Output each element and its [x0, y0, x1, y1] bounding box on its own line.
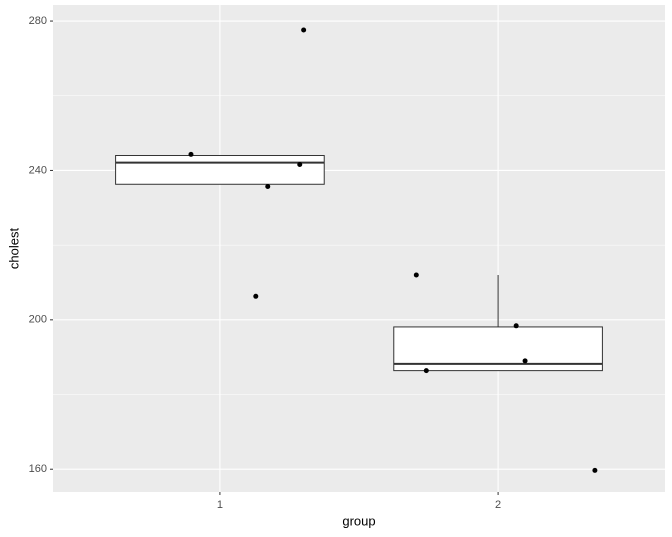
box [115, 155, 325, 185]
x-axis-title: group [342, 513, 375, 528]
x-tick-label: 1 [217, 499, 223, 511]
point [253, 293, 259, 299]
y-axis-title: cholest [6, 228, 21, 270]
point [513, 323, 519, 329]
point [301, 27, 307, 33]
point [188, 151, 194, 157]
y-tick-label: 280 [29, 15, 47, 27]
point [297, 161, 303, 167]
panel [53, 5, 665, 492]
point [413, 272, 419, 278]
point [592, 467, 598, 473]
y-tick-label: 240 [29, 164, 47, 176]
point [423, 368, 429, 374]
point [522, 358, 528, 364]
x-tick-label: 2 [495, 499, 501, 511]
y-tick-label: 200 [29, 314, 47, 326]
point [265, 184, 271, 190]
y-tick-label: 160 [29, 463, 47, 475]
